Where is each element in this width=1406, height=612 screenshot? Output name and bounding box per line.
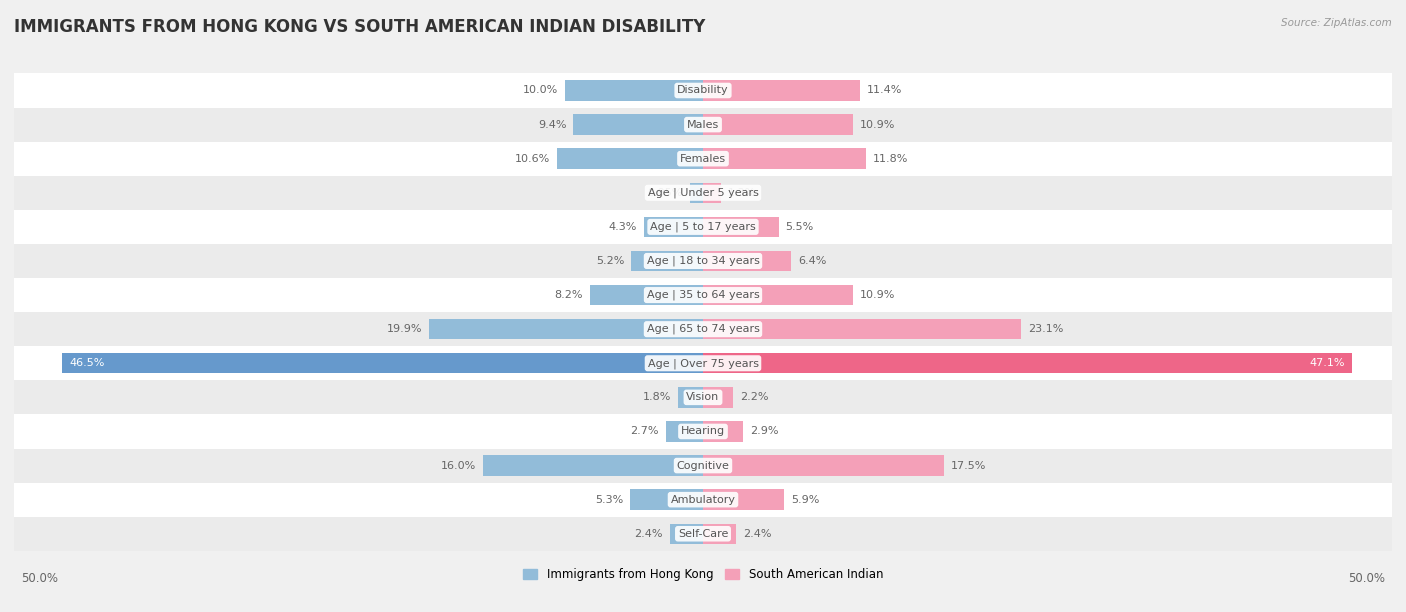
Bar: [14, 244, 1392, 278]
Bar: [565, 80, 703, 101]
Text: 10.0%: 10.0%: [523, 86, 558, 95]
Bar: [703, 114, 853, 135]
Bar: [482, 455, 703, 476]
Text: IMMIGRANTS FROM HONG KONG VS SOUTH AMERICAN INDIAN DISABILITY: IMMIGRANTS FROM HONG KONG VS SOUTH AMERI…: [14, 18, 706, 36]
Text: 6.4%: 6.4%: [799, 256, 827, 266]
Bar: [690, 182, 703, 203]
Text: Disability: Disability: [678, 86, 728, 95]
Bar: [703, 149, 866, 169]
Text: 50.0%: 50.0%: [1348, 572, 1385, 585]
Bar: [703, 285, 853, 305]
Bar: [644, 217, 703, 237]
Text: 47.1%: 47.1%: [1309, 358, 1346, 368]
Bar: [669, 523, 703, 544]
Bar: [703, 353, 1353, 373]
Bar: [666, 421, 703, 442]
Text: 2.9%: 2.9%: [749, 427, 779, 436]
Text: 50.0%: 50.0%: [21, 572, 58, 585]
Text: 16.0%: 16.0%: [440, 461, 475, 471]
Bar: [14, 278, 1392, 312]
Text: 2.2%: 2.2%: [740, 392, 769, 402]
Bar: [14, 449, 1392, 483]
Text: 46.5%: 46.5%: [69, 358, 104, 368]
Text: 0.95%: 0.95%: [648, 188, 683, 198]
Legend: Immigrants from Hong Kong, South American Indian: Immigrants from Hong Kong, South America…: [519, 563, 887, 586]
Bar: [14, 414, 1392, 449]
Text: Age | 65 to 74 years: Age | 65 to 74 years: [647, 324, 759, 334]
Bar: [14, 483, 1392, 517]
Text: 5.5%: 5.5%: [786, 222, 814, 232]
Text: 5.3%: 5.3%: [595, 494, 623, 505]
Bar: [703, 182, 721, 203]
Bar: [630, 490, 703, 510]
Text: 23.1%: 23.1%: [1028, 324, 1063, 334]
Bar: [703, 251, 792, 271]
Bar: [703, 455, 945, 476]
Text: 2.4%: 2.4%: [742, 529, 772, 539]
Text: 2.4%: 2.4%: [634, 529, 664, 539]
Bar: [703, 490, 785, 510]
Bar: [703, 421, 742, 442]
Bar: [591, 285, 703, 305]
Text: Hearing: Hearing: [681, 427, 725, 436]
Bar: [703, 217, 779, 237]
Text: Age | Under 5 years: Age | Under 5 years: [648, 187, 758, 198]
Bar: [62, 353, 703, 373]
Text: 5.9%: 5.9%: [792, 494, 820, 505]
Bar: [14, 346, 1392, 380]
Text: 11.4%: 11.4%: [868, 86, 903, 95]
Bar: [14, 312, 1392, 346]
Bar: [14, 141, 1392, 176]
Text: 10.9%: 10.9%: [860, 119, 896, 130]
Text: 9.4%: 9.4%: [538, 119, 567, 130]
Text: Source: ZipAtlas.com: Source: ZipAtlas.com: [1281, 18, 1392, 28]
Text: 17.5%: 17.5%: [950, 461, 987, 471]
Text: Age | 35 to 64 years: Age | 35 to 64 years: [647, 290, 759, 300]
Bar: [557, 149, 703, 169]
Bar: [703, 319, 1021, 340]
Text: Age | Over 75 years: Age | Over 75 years: [648, 358, 758, 368]
Bar: [678, 387, 703, 408]
Text: Cognitive: Cognitive: [676, 461, 730, 471]
Text: Self-Care: Self-Care: [678, 529, 728, 539]
Bar: [14, 380, 1392, 414]
Text: 10.6%: 10.6%: [515, 154, 550, 163]
Bar: [574, 114, 703, 135]
Text: 11.8%: 11.8%: [873, 154, 908, 163]
Text: Ambulatory: Ambulatory: [671, 494, 735, 505]
Text: 4.3%: 4.3%: [609, 222, 637, 232]
Bar: [703, 387, 734, 408]
Text: Age | 5 to 17 years: Age | 5 to 17 years: [650, 222, 756, 232]
Bar: [14, 517, 1392, 551]
Text: Females: Females: [681, 154, 725, 163]
Bar: [14, 210, 1392, 244]
Bar: [14, 73, 1392, 108]
Bar: [703, 80, 860, 101]
Bar: [703, 523, 737, 544]
Bar: [429, 319, 703, 340]
Bar: [14, 108, 1392, 141]
Text: Age | 18 to 34 years: Age | 18 to 34 years: [647, 256, 759, 266]
Text: 1.3%: 1.3%: [728, 188, 756, 198]
Text: 2.7%: 2.7%: [630, 427, 659, 436]
Text: 8.2%: 8.2%: [554, 290, 583, 300]
Text: Vision: Vision: [686, 392, 720, 402]
Bar: [631, 251, 703, 271]
Text: Males: Males: [688, 119, 718, 130]
Text: 1.8%: 1.8%: [643, 392, 671, 402]
Text: 10.9%: 10.9%: [860, 290, 896, 300]
Text: 5.2%: 5.2%: [596, 256, 624, 266]
Text: 19.9%: 19.9%: [387, 324, 422, 334]
Bar: [14, 176, 1392, 210]
